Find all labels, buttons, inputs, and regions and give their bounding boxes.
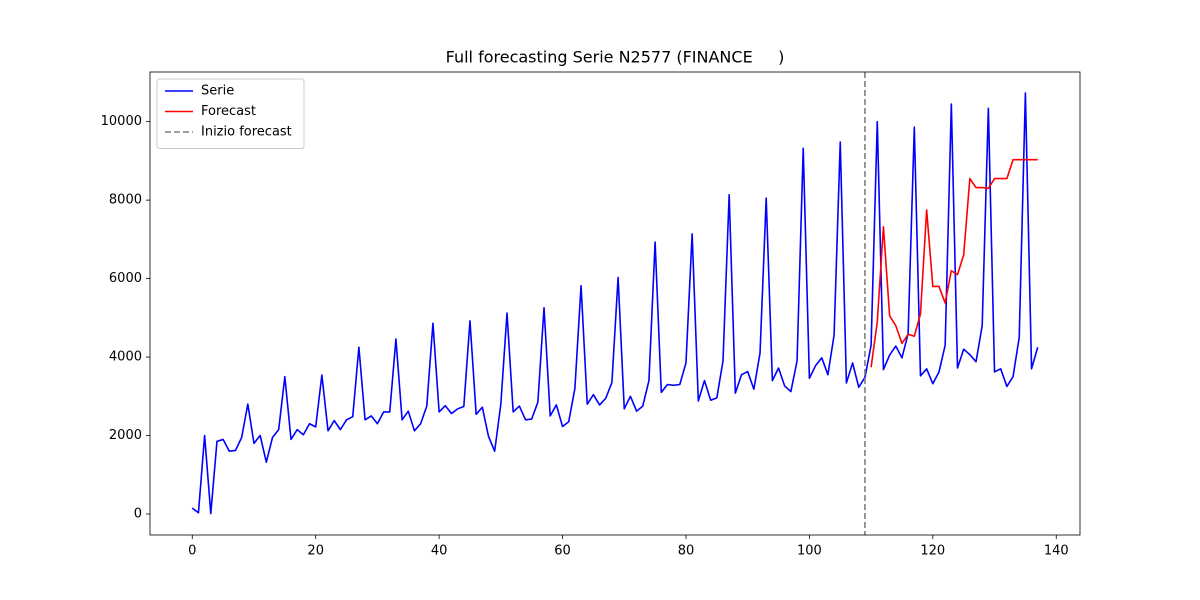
x-tick-label: 0 bbox=[188, 544, 196, 559]
x-tick-label: 80 bbox=[678, 544, 695, 559]
y-tick-label: 8000 bbox=[109, 193, 142, 208]
x-tick-label: 60 bbox=[554, 544, 571, 559]
y-tick-label: 4000 bbox=[109, 350, 142, 365]
x-tick-label: 20 bbox=[307, 544, 324, 559]
series-line bbox=[870, 158, 1038, 368]
y-tick-label: 0 bbox=[134, 506, 142, 521]
plot-frame bbox=[149, 71, 1081, 536]
x-tick-label: 100 bbox=[797, 544, 822, 559]
series-line bbox=[191, 92, 1039, 515]
y-tick-label: 10000 bbox=[101, 114, 142, 129]
chart-title: Full forecasting Serie N2577 (FINANCE ) bbox=[446, 48, 785, 67]
y-tick-label: 6000 bbox=[109, 271, 142, 286]
x-tick-label: 40 bbox=[431, 544, 448, 559]
x-tick-label: 120 bbox=[920, 544, 945, 559]
x-tick-label: 140 bbox=[1044, 544, 1069, 559]
legend-box bbox=[156, 78, 305, 149]
legend-label: Forecast bbox=[201, 104, 256, 119]
legend-label: Serie bbox=[201, 84, 234, 99]
legend-label: Inizio forecast bbox=[201, 125, 292, 140]
y-tick-label: 2000 bbox=[109, 428, 142, 443]
